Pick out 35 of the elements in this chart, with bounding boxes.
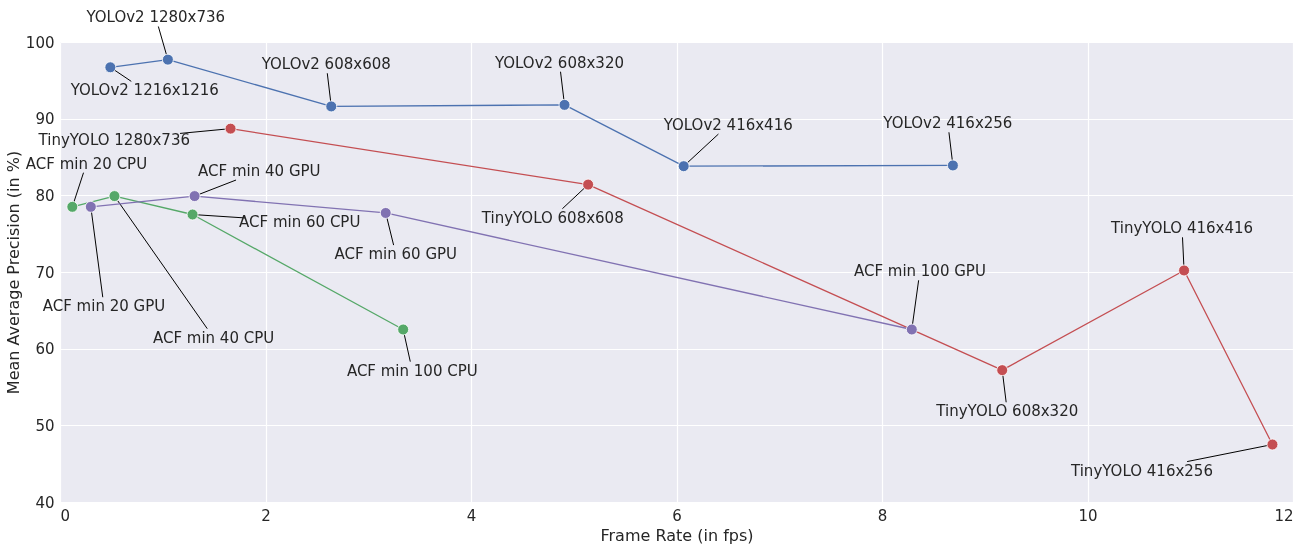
annotation: ACF min 40 GPU — [198, 161, 321, 180]
x-tick-label: 10 — [1078, 506, 1098, 525]
y-tick-label: 50 — [35, 416, 55, 435]
annotation: TinyYOLO 608x608 — [480, 208, 624, 227]
y-tick-label: 70 — [35, 263, 55, 282]
annotation: YOLOv2 608x320 — [493, 53, 624, 72]
annotation: ACF min 100 GPU — [853, 262, 986, 281]
annotation: YOLOv2 416x256 — [882, 114, 1013, 133]
x-tick-label: 0 — [60, 506, 71, 525]
annotation: ACF min 20 GPU — [42, 297, 166, 316]
annotation: ACF min 60 GPU — [334, 245, 458, 264]
y-tick-label: 40 — [35, 493, 55, 512]
annotation: TinyYOLO 416x416 — [1110, 219, 1254, 238]
x-tick-label: 6 — [672, 506, 682, 525]
x-tick-label: 2 — [261, 506, 271, 525]
annotation: ACF min 100 CPU — [346, 361, 478, 380]
annotation: YOLOv2 1216x1216 — [69, 81, 219, 100]
annotation: TinyYOLO 416x256 — [1070, 461, 1213, 480]
annotation: TinyYOLO 1280x736 — [37, 130, 190, 149]
y-axis-title: Mean Average Precision (in %) — [3, 150, 23, 395]
y-tick-label: 100 — [25, 33, 55, 52]
annotation: YOLOv2 416x416 — [662, 116, 793, 135]
annotation: YOLOv2 1280x736 — [85, 8, 226, 27]
x-axis-title: Frame Rate (in fps) — [600, 525, 754, 545]
x-tick-label: 12 — [1274, 506, 1294, 525]
annotation: ACF min 20 CPU — [25, 154, 148, 173]
x-tick-label: 8 — [877, 506, 888, 525]
annotation: ACF min 40 CPU — [152, 328, 275, 347]
y-tick-label: 60 — [35, 340, 55, 359]
y-tick-label: 80 — [35, 186, 55, 205]
annotation: ACF min 60 CPU — [239, 212, 361, 231]
y-tick-label: 90 — [35, 110, 55, 129]
annotation: TinyYOLO 608x320 — [935, 402, 1079, 421]
annotation: YOLOv2 608x608 — [260, 55, 391, 74]
x-tick-label: 4 — [466, 506, 477, 525]
